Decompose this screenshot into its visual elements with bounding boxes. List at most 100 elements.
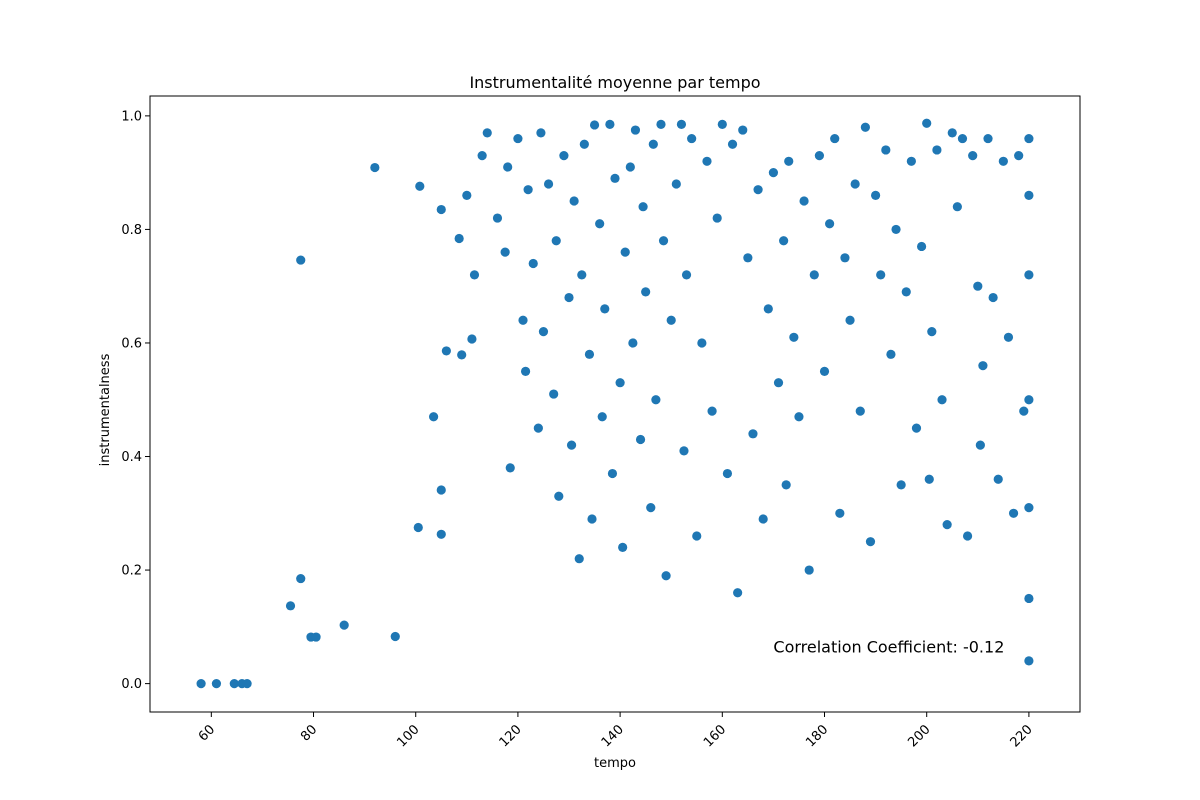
scatter-point bbox=[717, 119, 727, 129]
scatter-point bbox=[748, 429, 758, 439]
scatter-point bbox=[597, 412, 607, 422]
scatter-point bbox=[781, 480, 791, 490]
scatter-point bbox=[658, 236, 669, 246]
scatter-point bbox=[957, 133, 968, 144]
scatter-point bbox=[339, 620, 349, 630]
scatter-point bbox=[809, 270, 819, 280]
scatter-point bbox=[983, 133, 993, 144]
scatter-point bbox=[814, 151, 825, 161]
scatter-point bbox=[559, 151, 569, 161]
scatter-point bbox=[429, 412, 439, 422]
x-tick-label: 180 bbox=[803, 722, 831, 750]
scatter-point bbox=[615, 378, 625, 388]
scatter-point bbox=[536, 128, 546, 138]
scatter-point bbox=[763, 304, 773, 314]
scatter-point bbox=[733, 588, 743, 598]
scatter-point bbox=[835, 508, 845, 518]
scatter-point bbox=[211, 679, 222, 689]
scatter-point bbox=[1014, 151, 1024, 161]
scatter-point bbox=[551, 236, 561, 246]
y-tick-label: 0.8 bbox=[121, 223, 142, 238]
scatter-point bbox=[855, 406, 865, 416]
scatter-point bbox=[390, 631, 400, 642]
scatter-point bbox=[625, 162, 635, 172]
scatter-point bbox=[671, 179, 681, 189]
scatter-point bbox=[370, 162, 380, 173]
scatter-point bbox=[436, 529, 446, 539]
scatter-point bbox=[947, 128, 957, 138]
scatter-point bbox=[876, 270, 886, 280]
scatter-point bbox=[962, 531, 973, 541]
scatter-point bbox=[528, 258, 538, 269]
scatter-point bbox=[758, 514, 768, 524]
scatter-point bbox=[646, 503, 656, 513]
scatter-point bbox=[916, 241, 927, 252]
scatter-point bbox=[968, 151, 978, 161]
scatter-point bbox=[753, 185, 763, 195]
scatter-point bbox=[620, 247, 630, 257]
scatter-point bbox=[1024, 656, 1034, 666]
scatter-point bbox=[454, 233, 464, 244]
scatter-point bbox=[1024, 395, 1034, 405]
scatter-point bbox=[927, 327, 937, 337]
scatter-point bbox=[523, 185, 533, 195]
scatter-point bbox=[610, 173, 620, 183]
scatter-point bbox=[589, 120, 600, 130]
scatter-point bbox=[697, 338, 707, 348]
scatter-point bbox=[681, 270, 692, 280]
scatter-point bbox=[533, 423, 543, 433]
scatter-point bbox=[518, 315, 528, 325]
scatter-point bbox=[477, 151, 487, 161]
y-tick-label: 0.6 bbox=[121, 336, 142, 351]
scatter-point bbox=[630, 125, 641, 135]
scatter-point bbox=[549, 389, 559, 399]
scatter-point bbox=[538, 327, 549, 337]
scatter-point bbox=[860, 122, 870, 132]
scatter-point bbox=[975, 440, 985, 450]
scatter-point bbox=[436, 204, 446, 215]
scatter-point bbox=[998, 156, 1008, 166]
scatter-marks bbox=[196, 118, 1034, 689]
scatter-point bbox=[574, 554, 584, 564]
scatter-point bbox=[651, 395, 661, 405]
y-tick-label: 0.4 bbox=[121, 450, 142, 465]
scatter-point bbox=[1024, 133, 1034, 144]
scatter-point bbox=[993, 474, 1003, 484]
scatter-point bbox=[896, 480, 906, 490]
scatter-point bbox=[600, 304, 610, 314]
scatter-point bbox=[819, 366, 830, 376]
scatter-point bbox=[564, 292, 574, 303]
scatter-point bbox=[978, 361, 988, 371]
scatter-point bbox=[830, 133, 840, 144]
scatter-point bbox=[840, 253, 850, 263]
scatter-point bbox=[520, 366, 531, 376]
scatter-point bbox=[569, 196, 579, 206]
scatter-point bbox=[1024, 190, 1034, 200]
scatter-point bbox=[441, 346, 451, 356]
scatter-point bbox=[952, 202, 962, 212]
scatter-point bbox=[503, 162, 513, 172]
scatter-point bbox=[648, 139, 658, 149]
x-tick-label: 220 bbox=[1008, 722, 1036, 750]
scatter-point bbox=[779, 236, 789, 246]
scatter-point bbox=[932, 145, 942, 155]
scatter-point bbox=[1019, 406, 1029, 416]
scatter-point bbox=[799, 196, 809, 206]
scatter-point bbox=[911, 423, 922, 433]
scatter-point bbox=[881, 145, 891, 155]
scatter-point bbox=[871, 190, 881, 200]
scatter-point bbox=[513, 133, 523, 144]
scatter-point bbox=[1024, 593, 1034, 604]
scatter-point bbox=[804, 565, 814, 575]
scatter-point bbox=[687, 133, 697, 144]
scatter-point bbox=[543, 179, 554, 189]
scatter-point bbox=[845, 315, 855, 325]
scatter-point bbox=[707, 406, 717, 416]
scatter-point bbox=[505, 463, 515, 473]
scatter-point bbox=[469, 270, 480, 280]
scatter-point bbox=[415, 181, 425, 191]
scatter-point bbox=[638, 202, 648, 212]
scatter-point bbox=[937, 395, 947, 405]
